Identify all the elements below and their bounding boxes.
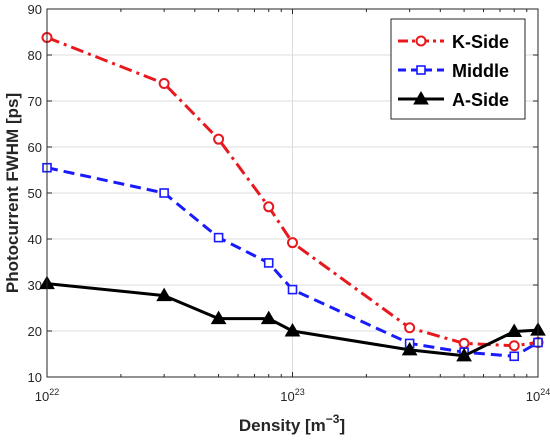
data-point-k-side [458,337,470,349]
y-tick-label: 10 [28,370,42,385]
y-tick-label: 90 [28,2,42,17]
series-a-side [39,275,546,362]
data-point-a-side [506,323,523,337]
y-axis-label: Photocurrent FWHM [ps] [3,93,22,293]
x-axis-label-exponent: −3 [326,412,340,426]
legend-label-middle: Middle [452,61,509,81]
x-axis-label-main: Density [m [239,416,326,435]
legend: K-Side Middle A-Side [390,18,526,120]
x-axis-label-close: ] [339,416,345,435]
data-point-k-side [287,237,298,249]
data-point-middle [213,232,224,243]
x-tick-base: 10 [526,389,540,404]
y-tick-label: 80 [28,48,42,63]
data-point-k-side [213,133,225,145]
legend-marker-a-side [413,91,429,105]
x-tick-label: 1022 [35,387,59,404]
data-point-k-side [263,201,275,213]
data-point-k-side [158,78,170,90]
y-tick-label: 60 [28,140,42,155]
x-tick-base: 10 [35,389,49,404]
y-tick-label: 50 [28,186,42,201]
legend-marker-middle [416,65,426,75]
data-point-middle [509,351,520,362]
x-tick-label: 1023 [280,387,304,404]
plot-frame [46,8,539,378]
legend-marker-k-side [415,35,427,47]
y-tick-label: 40 [28,232,42,247]
data-point-middle [287,284,298,295]
y-tick-label: 70 [28,94,42,109]
data-point-a-side [284,323,301,337]
data-point-a-side [401,341,418,356]
x-tick-exponent: 22 [49,387,59,397]
legend-label-k-side: K-Side [452,32,509,52]
data-point-a-side [156,287,173,302]
x-tick-label: 1024 [526,387,550,404]
data-point-middle [263,258,274,268]
data-point-k-side [508,340,520,352]
x-axis-label: Density [m−3] [239,412,345,435]
x-tick-exponent: 24 [540,387,550,397]
legend-label-a-side: A-Side [452,90,509,110]
x-tick-base: 10 [280,389,294,404]
data-point-k-side [404,322,416,334]
data-point-a-side [210,310,227,325]
data-point-middle [159,188,169,198]
data-point-a-side [456,347,472,362]
x-tick-exponent: 23 [295,387,305,397]
y-tick-label: 30 [28,278,42,293]
y-tick-label: 20 [28,324,42,339]
data-point-a-side [260,310,277,325]
